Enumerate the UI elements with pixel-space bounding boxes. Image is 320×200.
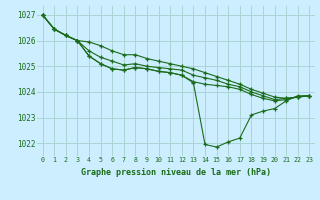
X-axis label: Graphe pression niveau de la mer (hPa): Graphe pression niveau de la mer (hPa) — [81, 168, 271, 177]
